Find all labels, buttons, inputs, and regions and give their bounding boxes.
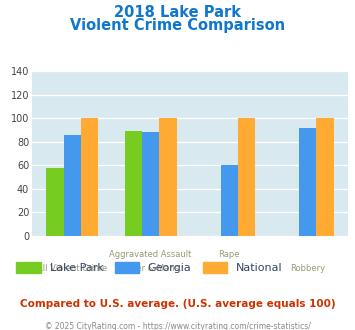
Bar [299,127,316,236]
Text: 2018 Lake Park: 2018 Lake Park [114,5,241,20]
Text: Compared to U.S. average. (U.S. average equals 100): Compared to U.S. average. (U.S. average … [20,299,335,309]
Bar [81,118,98,236]
Text: Violent Crime Comparison: Violent Crime Comparison [70,18,285,33]
Text: Aggravated Assault: Aggravated Assault [109,250,192,259]
Bar [142,132,159,236]
Bar [64,135,81,236]
Bar [316,118,334,236]
Bar [220,165,238,236]
Text: Murder & Mans...: Murder & Mans... [115,264,187,273]
Bar [238,118,255,236]
Text: Robbery: Robbery [290,264,325,273]
Bar [46,168,64,236]
Text: All Violent Crime: All Violent Crime [37,264,107,273]
Bar [125,131,142,236]
Bar [159,118,176,236]
Text: Rape: Rape [218,250,240,259]
Legend: Lake Park, Georgia, National: Lake Park, Georgia, National [16,262,283,273]
Text: © 2025 CityRating.com - https://www.cityrating.com/crime-statistics/: © 2025 CityRating.com - https://www.city… [45,322,310,330]
